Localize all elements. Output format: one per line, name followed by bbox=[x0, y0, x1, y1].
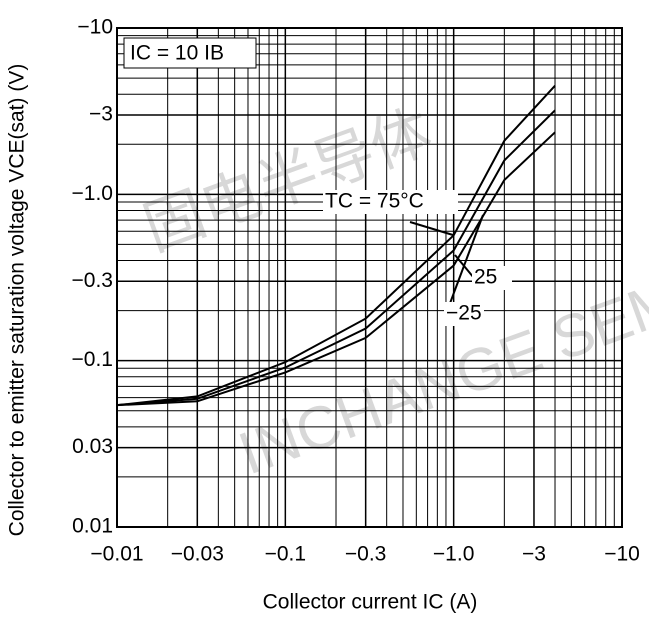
series-label: TC = 75°C bbox=[325, 190, 424, 213]
series-line bbox=[116, 109, 556, 407]
y-axis-title: Collector to emitter saturation voltage … bbox=[6, 64, 29, 537]
label-arrow bbox=[409, 221, 454, 236]
x-tick-label: −0.03 bbox=[171, 543, 224, 566]
y-tick-label: −0.3 bbox=[72, 269, 113, 292]
x-tick-label: −3 bbox=[522, 543, 546, 566]
y-tick-label: 0.03 bbox=[72, 435, 113, 458]
x-tick-label: −0.01 bbox=[90, 543, 143, 566]
x-axis-title: Collector current IC (A) bbox=[263, 591, 478, 614]
watermark: INCHANGE SEMI bbox=[230, 260, 649, 487]
x-tick-label: −10 bbox=[604, 543, 640, 566]
series-label: −25 bbox=[446, 302, 482, 325]
label-bg bbox=[323, 190, 458, 214]
series-line bbox=[116, 85, 556, 407]
annotation: IC = 10 IB bbox=[130, 42, 224, 65]
y-tick-label: −0.1 bbox=[72, 348, 113, 371]
y-tick-label: −3 bbox=[89, 103, 113, 126]
y-tick-label: −1.0 bbox=[72, 182, 113, 205]
label-bg bbox=[444, 302, 484, 326]
watermark: 固电半导体 bbox=[135, 97, 440, 263]
series-label: 25 bbox=[474, 266, 497, 289]
plot-frame bbox=[116, 27, 623, 528]
x-tick-label: −1.0 bbox=[433, 543, 474, 566]
series-line bbox=[116, 131, 556, 407]
x-tick-label: −0.3 bbox=[345, 543, 386, 566]
x-tick-label: −0.1 bbox=[265, 543, 306, 566]
annotation-box bbox=[123, 37, 257, 69]
y-tick-label: −10 bbox=[77, 16, 113, 39]
label-bg bbox=[472, 266, 512, 290]
label-arrow bbox=[445, 214, 484, 315]
y-tick-label: 0.01 bbox=[72, 515, 113, 538]
